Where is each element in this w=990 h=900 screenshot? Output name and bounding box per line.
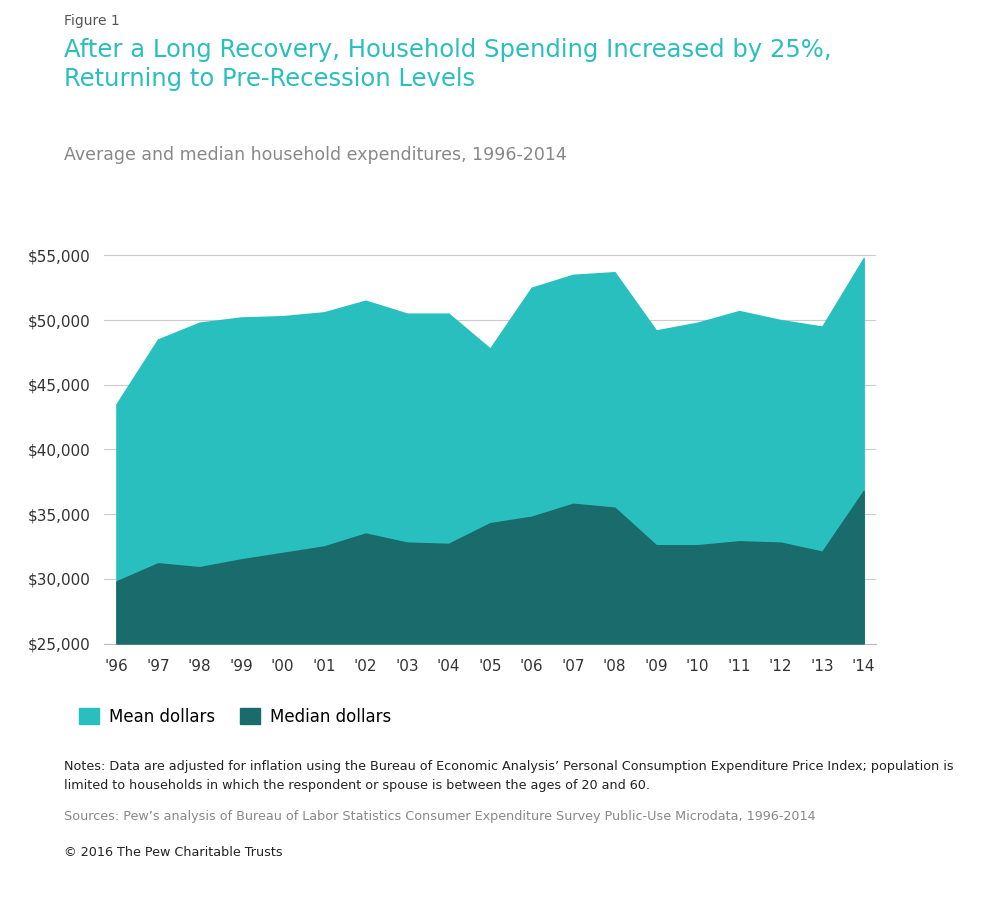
Text: Figure 1: Figure 1 — [64, 14, 120, 29]
Text: After a Long Recovery, Household Spending Increased by 25%,
Returning to Pre-Rec: After a Long Recovery, Household Spendin… — [64, 38, 832, 91]
Text: Sources: Pew’s analysis of Bureau of Labor Statistics Consumer Expenditure Surve: Sources: Pew’s analysis of Bureau of Lab… — [64, 810, 816, 823]
Text: Notes: Data are adjusted for inflation using the Bureau of Economic Analysis’ Pe: Notes: Data are adjusted for inflation u… — [64, 760, 954, 792]
Legend: Mean dollars, Median dollars: Mean dollars, Median dollars — [72, 701, 398, 733]
Text: © 2016 The Pew Charitable Trusts: © 2016 The Pew Charitable Trusts — [64, 846, 283, 859]
Text: Average and median household expenditures, 1996-2014: Average and median household expenditure… — [64, 146, 567, 164]
